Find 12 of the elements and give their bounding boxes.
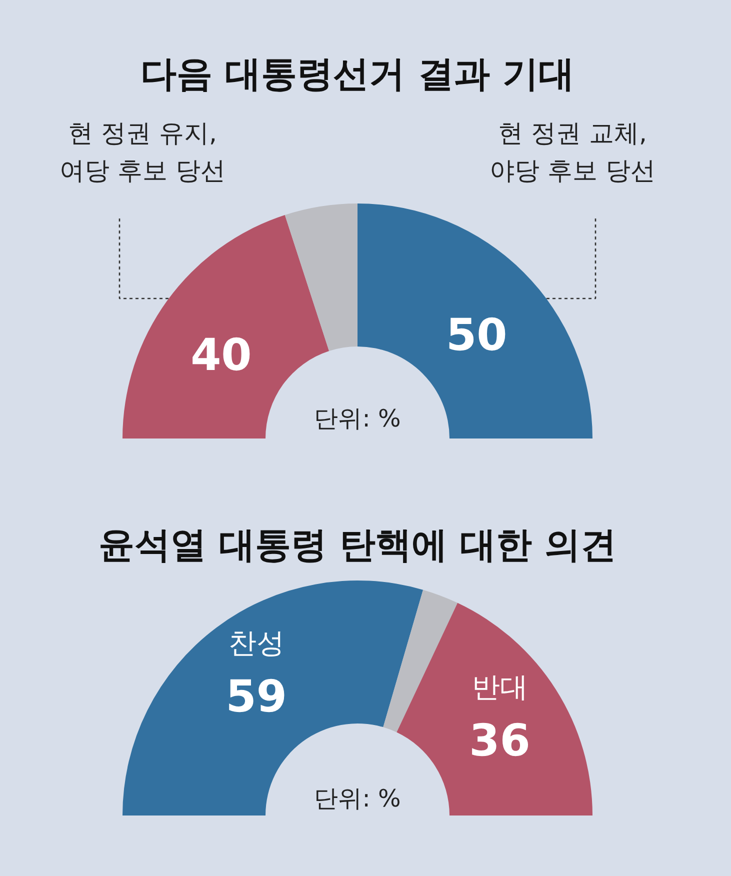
slice-label: 반대: [472, 670, 528, 704]
slice-label: 현 정권 교체, 야당 후보 당선: [490, 118, 656, 186]
data-label: 36: [469, 716, 530, 767]
text: 단위: %: [314, 404, 401, 432]
text: 단위: %: [314, 784, 401, 812]
data-label: 59: [226, 671, 287, 722]
chart-title: 윤석열 대통령 탄핵에 대한 의견: [98, 525, 617, 566]
slice-label: 현 정권 유지, 여당 후보 당선: [60, 118, 226, 186]
data-label: 50: [446, 310, 508, 361]
chart-title: 다음 대통령선거 결과 기대: [140, 54, 574, 95]
slice-label: 찬성: [228, 626, 284, 660]
data-label: 40: [190, 330, 252, 381]
